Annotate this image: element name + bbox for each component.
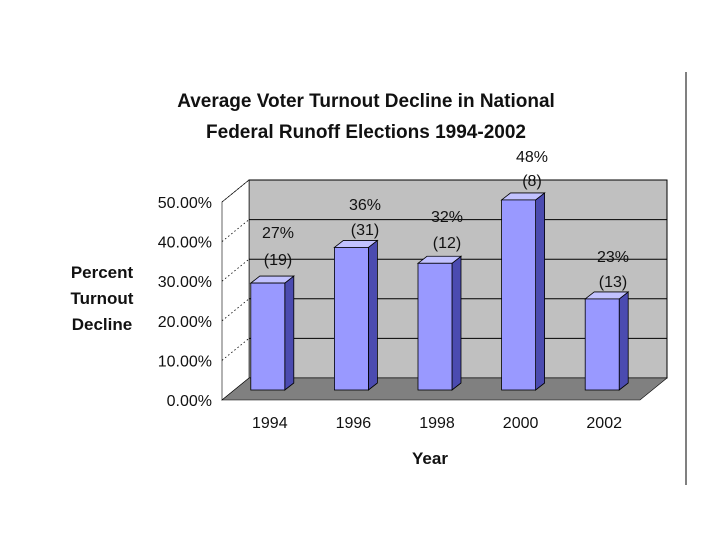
gridline-depth <box>221 338 250 361</box>
bar-series <box>249 192 630 391</box>
data-label-count: (31) <box>351 222 379 239</box>
data-label-count: (13) <box>599 274 627 291</box>
bar <box>333 239 379 391</box>
x-tick-labels: 1994 1996 1998 2000 2002 <box>252 415 622 432</box>
y-axis-title-line-2: Turnout <box>71 289 134 308</box>
data-labels: 27% (19) 36% (31) 32% (12) 48% (8) 23% (13) <box>262 149 629 291</box>
y-axis-title-line-3: Decline <box>72 315 132 334</box>
x-tick-label: 1994 <box>252 415 288 432</box>
data-label-count: (12) <box>433 235 461 252</box>
data-label-percent: 48% <box>516 149 548 166</box>
gridline-depth <box>221 298 250 322</box>
data-label-count: (19) <box>264 252 292 269</box>
bar <box>500 192 546 391</box>
bar-side <box>451 255 462 391</box>
x-tick-label: 2002 <box>586 415 622 432</box>
chart-title-line-2: Federal Runoff Elections 1994-2002 <box>206 122 526 143</box>
y-tick-label: 0.00% <box>167 393 212 410</box>
gridline-depth <box>221 179 250 203</box>
bar-front <box>333 247 369 391</box>
bar-side <box>284 275 295 391</box>
bar-side <box>535 192 545 391</box>
data-label-count: (8) <box>522 173 542 190</box>
data-label-percent: 32% <box>431 209 463 226</box>
bar <box>416 255 463 391</box>
y-tick-label: 30.00% <box>158 274 212 291</box>
y-axis-title-line-1: Percent <box>71 263 134 282</box>
y-tick-labels: 0.00% 10.00% 20.00% 30.00% 40.00% 50.00% <box>158 195 212 410</box>
y-tick-label: 20.00% <box>158 314 212 331</box>
data-label-percent: 36% <box>349 197 381 214</box>
bar-front <box>250 282 286 391</box>
gridline-depth <box>221 219 250 242</box>
chart-text: Average Voter Turnout Decline in Nationa… <box>71 91 555 468</box>
x-axis-title: Year <box>412 449 448 468</box>
gridline-depth <box>221 258 250 282</box>
bar-side <box>367 239 378 391</box>
bar <box>584 291 630 391</box>
chart-title-line-1: Average Voter Turnout Decline in Nationa… <box>177 91 555 112</box>
data-label-percent: 23% <box>597 249 629 266</box>
x-tick-label: 1996 <box>336 415 372 432</box>
x-tick-label: 1998 <box>419 415 455 432</box>
y-tick-label: 10.00% <box>158 353 212 370</box>
bar-front <box>584 298 620 391</box>
x-tick-label: 2000 <box>503 415 539 432</box>
bar-front <box>501 199 537 391</box>
bar-front <box>417 262 453 391</box>
bar-side <box>618 291 629 391</box>
y-tick-label: 40.00% <box>158 235 212 252</box>
y-tick-label: 50.00% <box>158 195 212 212</box>
bar <box>249 275 295 391</box>
data-label-percent: 27% <box>262 225 294 242</box>
side-wall <box>221 179 250 401</box>
